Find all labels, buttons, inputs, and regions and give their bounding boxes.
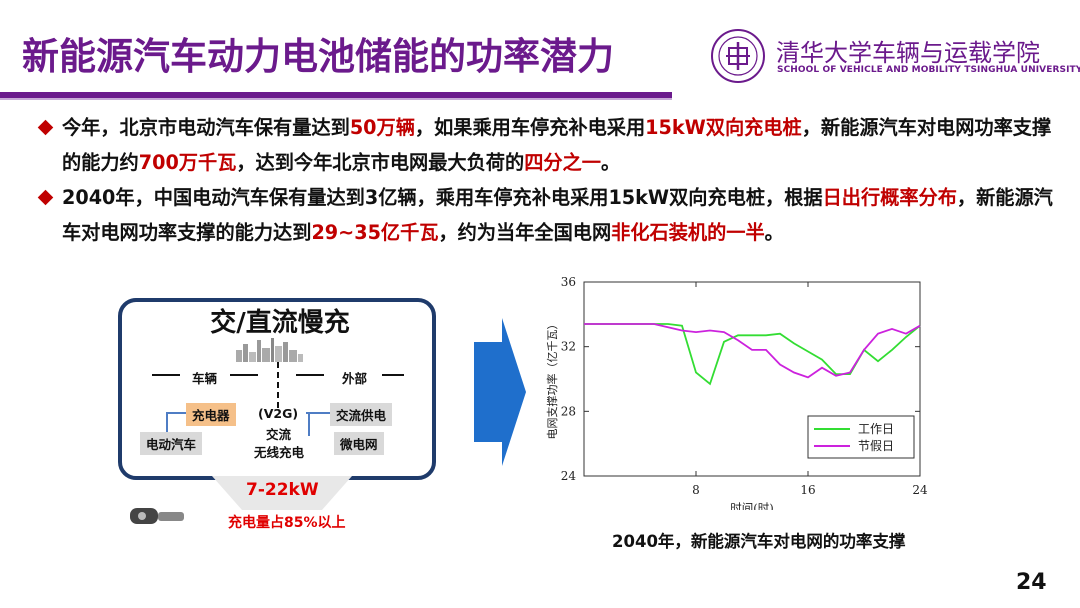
ac-supply-chip: 交流供电 <box>330 403 393 426</box>
diagram-title: 交/直流慢充 <box>210 308 350 338</box>
power-range: 7-22kW <box>246 480 319 500</box>
bullet-text: 。 <box>600 151 621 174</box>
chart-caption: 2040年，新能源汽车对电网的功率支撑 <box>612 532 906 551</box>
x-axis-label: 时间(时) <box>730 501 773 510</box>
plot-frame <box>583 281 921 477</box>
highlight-text: 50万辆 <box>349 116 415 139</box>
vehicle-divider-left <box>152 374 180 376</box>
external-label: 外部 <box>342 371 368 386</box>
series-line <box>584 323 921 379</box>
right-arrow-icon <box>474 318 526 466</box>
highlight-text: 700万千瓦 <box>138 151 237 174</box>
y-tick-label: 36 <box>561 275 576 289</box>
bullet-diamond-icon <box>37 119 54 136</box>
x-tick-label: 16 <box>800 483 815 497</box>
bullet-text: ，新能源汽车对电网功率支撑的能力达到 <box>62 186 1053 244</box>
bullet-diamond-icon <box>37 189 54 206</box>
bullet-text: ，新能源汽车对电网功率支撑的能力约 <box>62 116 1052 174</box>
vehicle-external-separator <box>277 362 279 408</box>
y-tick-label: 28 <box>561 404 576 418</box>
connector-line <box>166 412 168 432</box>
v2g-label: (V2G) <box>258 406 299 421</box>
institution-subtitle: SCHOOL OF VEHICLE AND MOBILITY TSINGHUA … <box>777 65 1080 75</box>
page-number: 24 <box>1016 570 1047 595</box>
bullet-item: 今年，北京市电动汽车保有量达到50万辆，如果乘用车停充补电采用15kW双向充电桩… <box>30 110 1070 180</box>
city-skyline-icon <box>236 338 303 362</box>
charger-chip: 充电器 <box>186 403 236 426</box>
institution-name: 清华大学车辆与运载学院 <box>776 39 1040 67</box>
bullet-text: ，如果乘用车停充补电采用 <box>414 116 646 139</box>
bullet-text: ，达到今年北京市电网最大负荷的 <box>236 151 525 174</box>
highlight-text: 29~35亿千瓦 <box>311 221 439 244</box>
microgrid-chip: 微电网 <box>334 432 384 455</box>
bullet-text: 。 <box>764 221 784 244</box>
x-tick-label: 24 <box>912 483 928 497</box>
highlight-text: 四分之一 <box>524 151 601 174</box>
y-axis-label: 电网支撑功率（亿千瓦） <box>545 319 559 440</box>
bullet-text: 2040年，中国电动汽车保有量达到3亿辆，乘用车停充补电采用15kW双向充电桩，… <box>62 186 823 209</box>
connector-line <box>306 412 330 414</box>
title-underline-shadow <box>0 98 672 100</box>
external-divider-right <box>382 374 404 376</box>
series-line <box>584 323 921 386</box>
bullet-list: 今年，北京市电动汽车保有量达到50万辆，如果乘用车停充补电采用15kW双向充电桩… <box>30 110 1070 250</box>
y-tick-label: 24 <box>561 469 577 483</box>
y-tick-label: 32 <box>561 340 576 354</box>
connector-line <box>166 412 186 414</box>
slide-title: 新能源汽车动力电池储能的功率潜力 <box>22 35 614 78</box>
ac-label: 交流 <box>266 427 292 442</box>
charging-plug-icon <box>130 508 184 524</box>
x-tick-label: 8 <box>692 483 700 497</box>
funnel-shape <box>212 476 352 510</box>
legend-label: 节假日 <box>858 439 894 453</box>
legend-box <box>807 415 915 459</box>
ev-chip: 电动汽车 <box>140 432 203 455</box>
wireless-charging-label: 无线充电 <box>254 445 305 460</box>
vehicle-label: 车辆 <box>192 371 218 386</box>
university-seal-icon <box>711 29 765 83</box>
bullet-text: 今年，北京市电动汽车保有量达到 <box>62 116 350 139</box>
legend-label: 工作日 <box>858 422 894 436</box>
highlight-text: 非化石装机的一半 <box>611 221 765 244</box>
vehicle-divider-right <box>230 374 258 376</box>
bullet-text: ，约为当年全国电网 <box>438 221 612 244</box>
title-underline <box>0 92 672 99</box>
connector-line <box>308 412 310 436</box>
external-divider-left <box>296 374 324 376</box>
highlight-text: 15kW双向充电桩 <box>645 116 802 139</box>
bullet-item: 2040年，中国电动汽车保有量达到3亿辆，乘用车停充补电采用15kW双向充电桩，… <box>30 180 1070 250</box>
charge-share-text: 充电量占85%以上 <box>228 515 346 531</box>
highlight-text: 日出行概率分布 <box>822 186 957 209</box>
